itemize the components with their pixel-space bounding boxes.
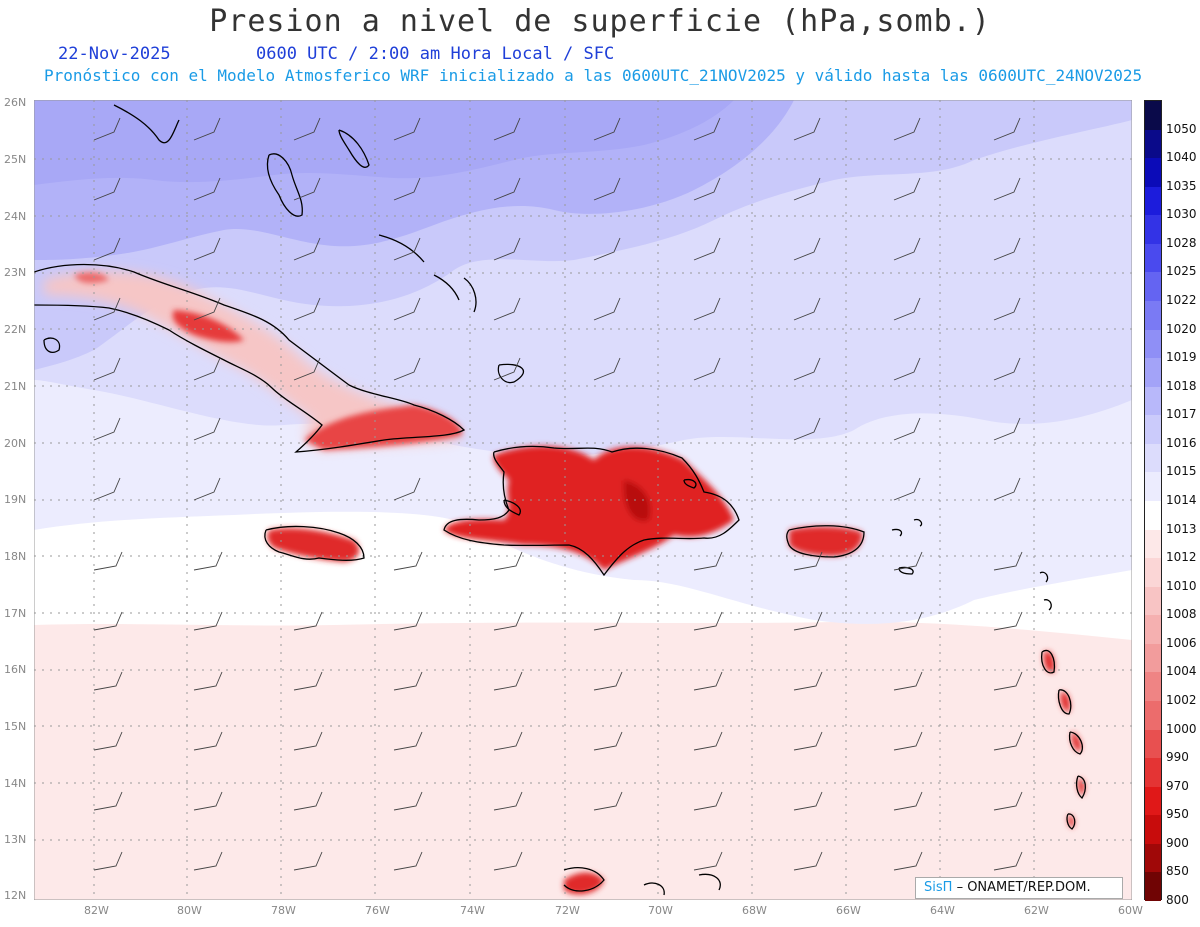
colorbar-segment	[1145, 501, 1161, 530]
colorbar-segment	[1145, 358, 1161, 387]
lon-label: 62W	[1024, 904, 1049, 917]
colorbar-label: 1035	[1166, 178, 1197, 193]
colorbar-label: 1017	[1166, 407, 1197, 422]
lat-label: 25N	[4, 153, 27, 166]
forecast-time: 0600 UTC / 2:00 am Hora Local / SFC	[256, 44, 615, 64]
colorbar-label: 1050	[1166, 121, 1197, 136]
lat-label: 24N	[4, 210, 27, 223]
colorbar-label: 1040	[1166, 150, 1197, 165]
colorbar-label: 1030	[1166, 207, 1197, 222]
colorbar-segment	[1145, 243, 1161, 273]
colorbar-label: 1015	[1166, 464, 1197, 479]
colorbar-segment	[1145, 643, 1161, 673]
colorbar-label: 1008	[1166, 607, 1197, 622]
lat-label: 16N	[4, 663, 27, 676]
lon-label: 70W	[648, 904, 673, 917]
colorbar-segment	[1145, 672, 1161, 701]
coastlines	[34, 104, 1086, 896]
colorbar-segment	[1145, 215, 1161, 244]
colorbar-label: 1014	[1166, 493, 1197, 507]
colorbar-label: 1025	[1166, 264, 1197, 279]
colorbar-segment	[1145, 586, 1161, 616]
colorbar-segment	[1145, 272, 1161, 301]
wind-barbs	[93, 117, 1023, 871]
lat-label: 15N	[4, 720, 27, 733]
colorbar-segment	[1145, 815, 1161, 844]
colorbar-label: 1004	[1166, 664, 1197, 679]
colorbar-segment	[1145, 872, 1161, 901]
colorbar-label: 900	[1166, 835, 1189, 850]
colorbar-segment	[1145, 472, 1161, 501]
colorbar-segment	[1145, 701, 1161, 730]
colorbar-label: 990	[1166, 750, 1189, 765]
colorbar-segment	[1145, 301, 1161, 330]
lat-label: 18N	[4, 550, 27, 563]
lon-label: 72W	[555, 904, 580, 917]
colorbar-label: 800	[1166, 893, 1189, 907]
pressure-band-1018	[34, 100, 734, 185]
colorbar-segment	[1145, 415, 1161, 444]
lon-label: 80W	[177, 904, 202, 917]
pressure-colorbar	[1144, 100, 1162, 901]
colorbar-segment	[1145, 329, 1161, 359]
colorbar-label: 1016	[1166, 435, 1197, 450]
colorbar-label: 950	[1166, 807, 1189, 822]
colorbar-label: 850	[1166, 864, 1189, 879]
colorbar-segment	[1145, 729, 1161, 759]
colorbar-label: 1022	[1166, 293, 1197, 307]
colorbar-segment	[1145, 129, 1161, 159]
lon-label: 60W	[1118, 904, 1143, 917]
colorbar-segment	[1145, 558, 1161, 587]
lat-label: 14N	[4, 777, 27, 790]
colorbar-segment	[1145, 529, 1161, 559]
colorbar-label: 1018	[1166, 378, 1197, 393]
pressure-map	[34, 100, 1132, 900]
colorbar-segment	[1145, 101, 1161, 130]
model-subtitle: Pronóstico con el Modelo Atmosferico WRF…	[44, 66, 1143, 85]
colorbar-label: 1000	[1166, 721, 1197, 736]
lat-label: 26N	[4, 96, 27, 109]
lat-label: 17N	[4, 607, 27, 620]
colorbar-label: 1010	[1166, 578, 1197, 593]
sispi-logo-text: SisΠ	[924, 880, 953, 895]
lon-label: 76W	[365, 904, 390, 917]
lon-label: 74W	[460, 904, 485, 917]
lat-label: 13N	[4, 833, 27, 846]
colorbar-label: 970	[1166, 778, 1189, 793]
lat-label: 21N	[4, 380, 27, 393]
lon-label: 66W	[836, 904, 861, 917]
colorbar-segment	[1145, 158, 1161, 187]
lat-label: 20N	[4, 437, 27, 450]
colorbar-segment	[1145, 443, 1161, 473]
colorbar-label: 1020	[1166, 321, 1197, 336]
colorbar-label: 1002	[1166, 693, 1197, 707]
colorbar-label: 1028	[1166, 235, 1197, 250]
lon-label: 78W	[271, 904, 296, 917]
map-title: Presion a nivel de superficie (hPa,somb.…	[209, 4, 991, 39]
forecast-date: 22-Nov-2025	[58, 44, 171, 64]
colorbar-segment	[1145, 186, 1161, 216]
colorbar-segment	[1145, 843, 1161, 873]
colorbar-label: 1013	[1166, 521, 1197, 536]
colorbar-label: 1012	[1166, 550, 1197, 565]
lon-label: 82W	[84, 904, 109, 917]
colorbar-segment	[1145, 615, 1161, 644]
lat-label: 22N	[4, 323, 27, 336]
lat-label: 19N	[4, 493, 27, 506]
lon-label: 68W	[742, 904, 767, 917]
colorbar-segment	[1145, 758, 1161, 787]
colorbar-segment	[1145, 786, 1161, 816]
colorbar-label: 1019	[1166, 350, 1197, 365]
colorbar-label: 1006	[1166, 635, 1197, 650]
credit-box: SisΠ – ONAMET/REP.DOM.	[915, 877, 1123, 899]
lat-label: 23N	[4, 266, 27, 279]
colorbar-segment	[1145, 386, 1161, 416]
lon-label: 64W	[930, 904, 955, 917]
lat-label: 12N	[4, 889, 27, 902]
onamet-credit: – ONAMET/REP.DOM.	[956, 880, 1091, 895]
